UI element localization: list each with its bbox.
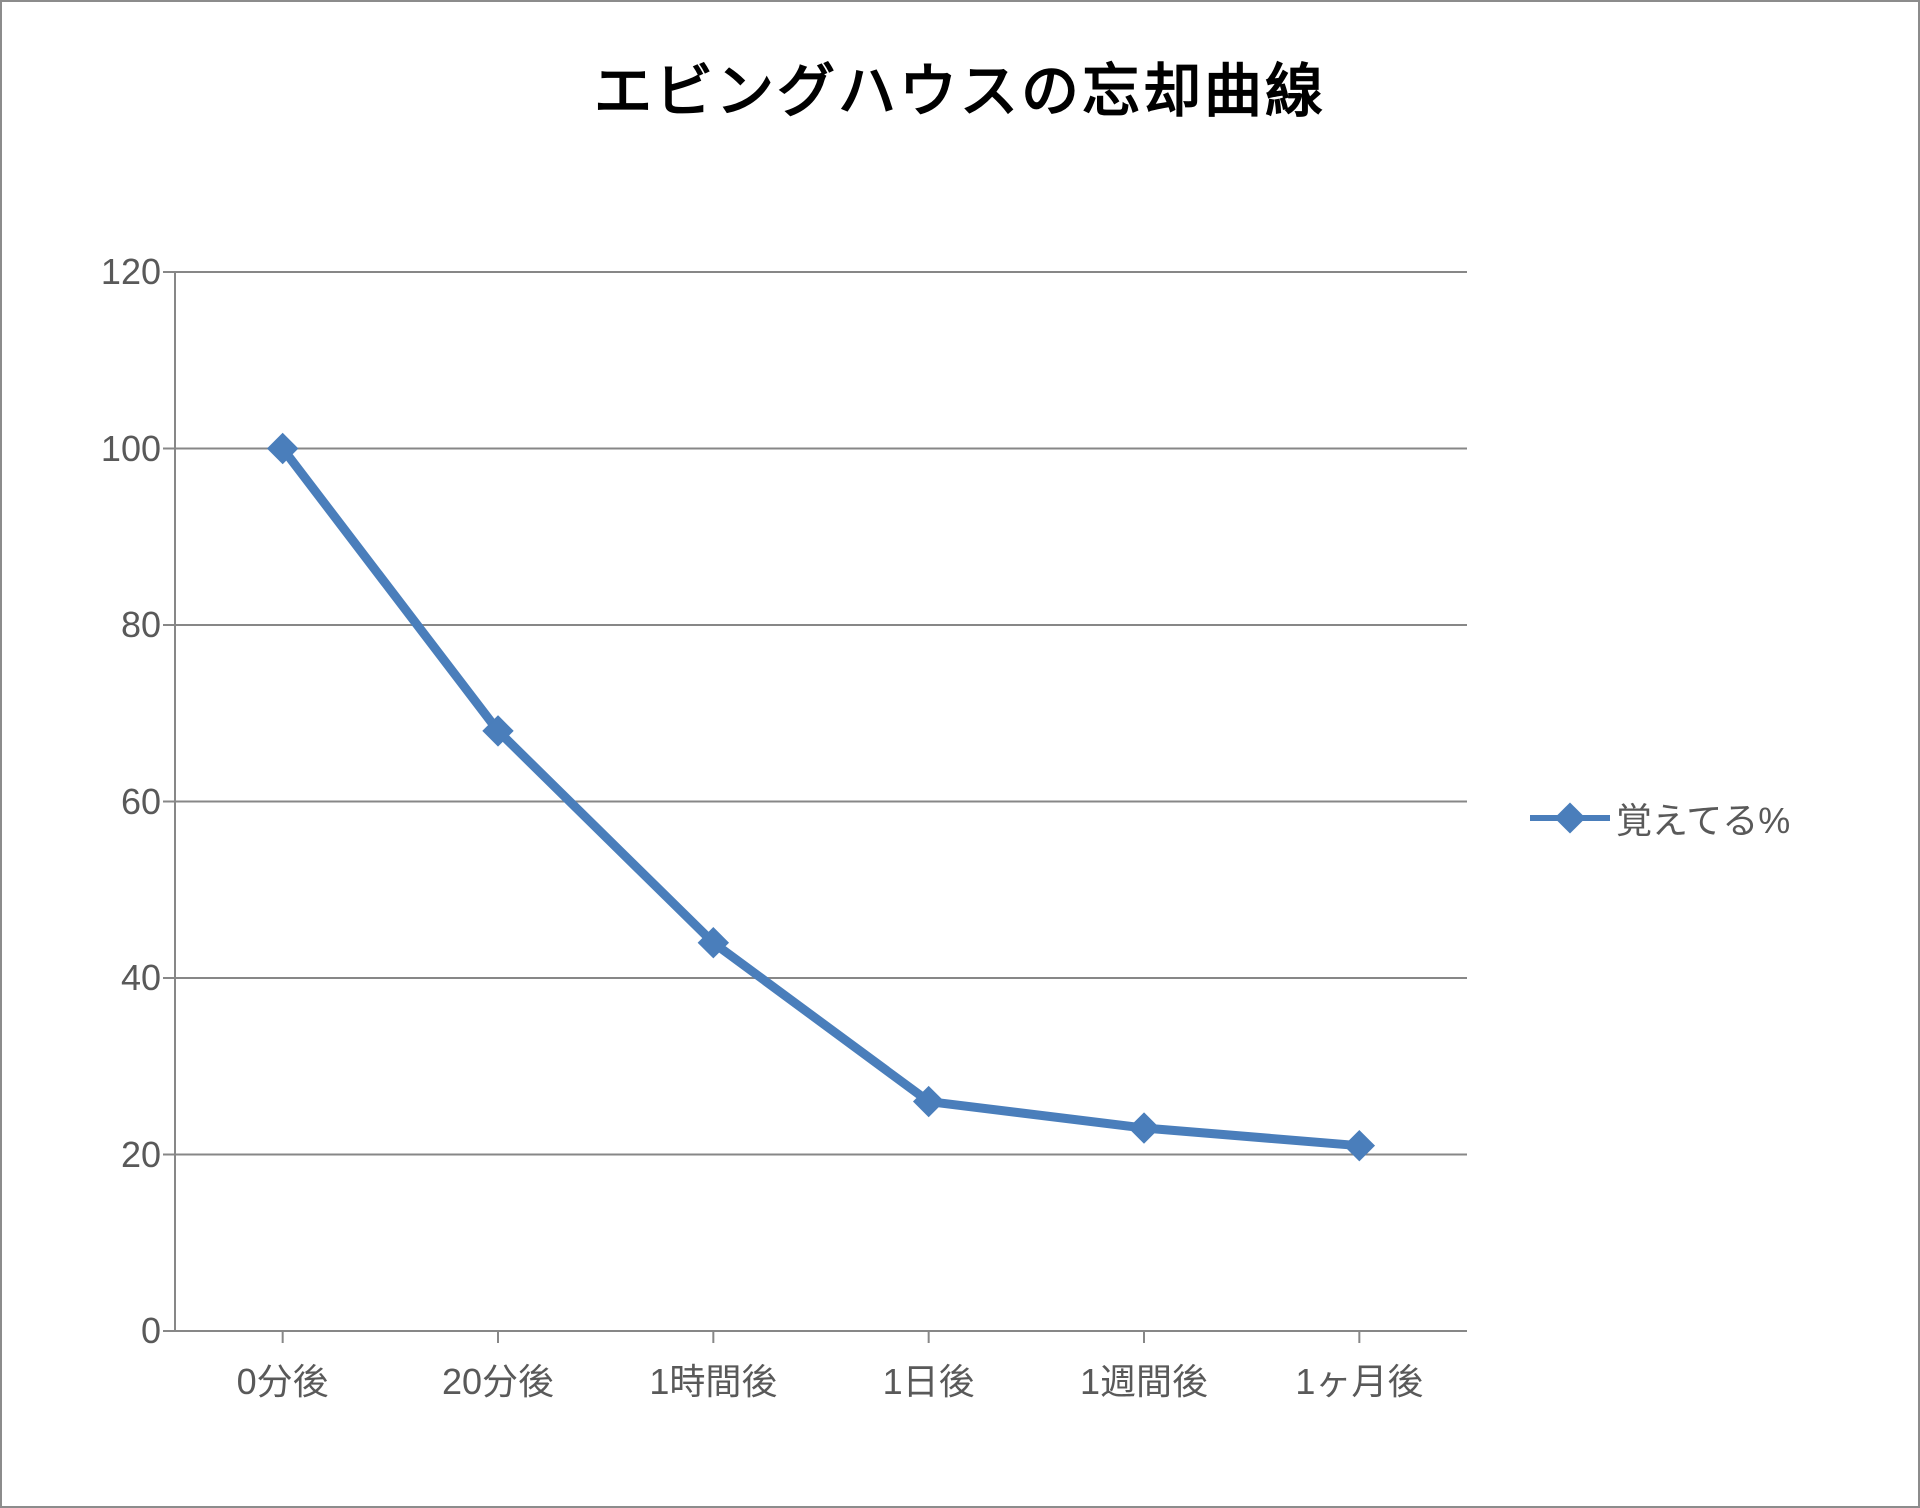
legend-series-label: 覚えてる%	[1616, 792, 1790, 844]
y-tick-label: 20	[121, 1134, 161, 1176]
x-tick-label: 1時間後	[649, 1353, 777, 1405]
y-tick-label: 0	[141, 1310, 161, 1352]
x-tick-label: 1日後	[883, 1353, 975, 1405]
chart-title: エビングハウスの忘却曲線	[2, 44, 1918, 128]
legend-series-marker	[1530, 815, 1610, 820]
y-tick-label: 120	[101, 251, 161, 293]
plot-area: 0204060801001200分後20分後1時間後1日後1週間後1ヶ月後	[175, 272, 1467, 1331]
x-tick-label: 1ヶ月後	[1295, 1353, 1423, 1405]
legend: 覚えてる%	[1530, 792, 1790, 844]
y-tick-label: 40	[121, 957, 161, 999]
x-tick-label: 20分後	[442, 1353, 554, 1405]
x-tick-label: 0分後	[237, 1353, 329, 1405]
y-tick-label: 60	[121, 781, 161, 823]
chart-container: エビングハウスの忘却曲線 0204060801001200分後20分後1時間後1…	[0, 0, 1920, 1508]
plot-svg	[175, 272, 1467, 1331]
y-tick-label: 100	[101, 428, 161, 470]
x-tick-label: 1週間後	[1080, 1353, 1208, 1405]
y-tick-label: 80	[121, 604, 161, 646]
